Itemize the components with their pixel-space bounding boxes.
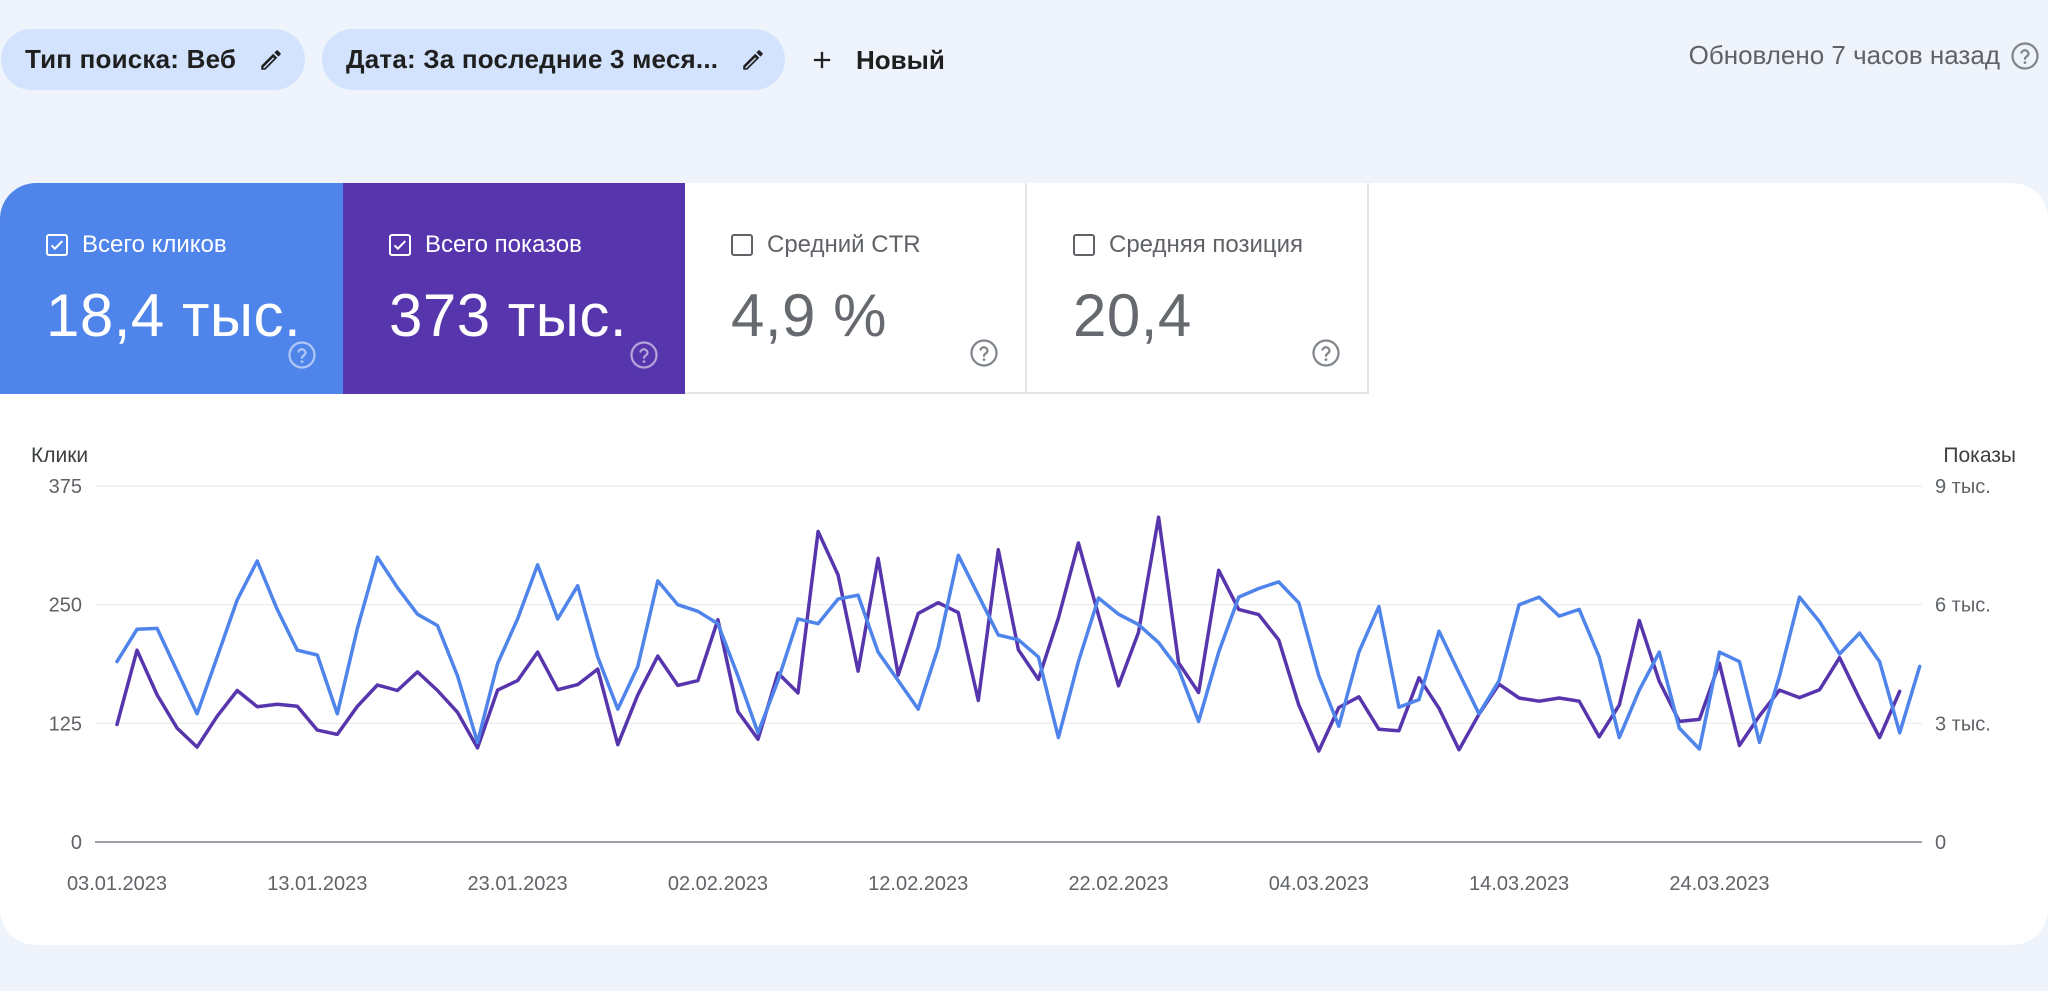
left-axis-tick-label: 250: [49, 595, 82, 617]
metric-label: Всего показов: [425, 231, 582, 258]
plus-icon: [808, 46, 836, 74]
impressions-series-line: [115, 515, 1902, 753]
search-type-filter-chip[interactable]: Тип поиска: Веб: [1, 29, 305, 90]
right-axis-tick-label: 3 тыс.: [1935, 713, 1991, 735]
help-icon[interactable]: [969, 338, 999, 368]
edit-pencil-icon: [740, 47, 766, 73]
checkbox-unchecked-icon[interactable]: [731, 234, 753, 256]
search-type-filter-label: Тип поиска: Веб: [25, 44, 237, 74]
x-axis-tick-label: 04.03.2023: [1269, 873, 1369, 895]
x-axis-tick-label: 23.01.2023: [468, 873, 568, 895]
checkbox-unchecked-icon[interactable]: [1073, 234, 1095, 256]
x-axis-tick-label: 02.02.2023: [668, 873, 768, 895]
x-axis-tick-label: 13.01.2023: [267, 873, 367, 895]
metric-average-position[interactable]: Средняя позиция 20,4: [1027, 183, 1369, 394]
metric-value: 4,9 %: [731, 282, 887, 349]
date-range-filter-chip[interactable]: Дата: За последние 3 меся...: [322, 29, 785, 90]
clicks-series-line: [115, 553, 1922, 751]
help-icon[interactable]: [2010, 41, 2040, 71]
left-axis-title: Клики: [31, 444, 88, 467]
right-axis-tick-label: 6 тыс.: [1935, 595, 1991, 617]
new-filter-button[interactable]: Новый: [808, 36, 945, 84]
x-axis-tick-label: 03.01.2023: [67, 873, 167, 895]
checkbox-checked-icon[interactable]: [46, 234, 68, 256]
left-axis-tick-label: 0: [71, 832, 82, 854]
help-icon[interactable]: [1311, 338, 1341, 368]
x-axis-tick-label: 12.02.2023: [868, 873, 968, 895]
x-axis-tick-label: 22.02.2023: [1068, 873, 1168, 895]
metric-label: Средняя позиция: [1109, 231, 1304, 258]
checkbox-checked-icon[interactable]: [389, 234, 411, 256]
metric-value: 18,4 тыс.: [46, 282, 302, 349]
new-filter-label: Новый: [856, 44, 945, 75]
metric-total-impressions[interactable]: Всего показов 373 тыс.: [343, 183, 685, 394]
metric-total-clicks[interactable]: Всего кликов 18,4 тыс.: [0, 183, 343, 394]
metric-label: Всего кликов: [82, 231, 227, 258]
right-axis-tick-label: 9 тыс.: [1935, 476, 1991, 498]
x-axis-tick-label: 14.03.2023: [1469, 873, 1569, 895]
metric-average-ctr[interactable]: Средний CTR 4,9 %: [685, 183, 1027, 394]
help-icon[interactable]: [287, 340, 317, 370]
last-updated-text: Обновлено 7 часов назад: [1688, 40, 2000, 70]
help-icon[interactable]: [629, 340, 659, 370]
last-updated-status: Обновлено 7 часов назад: [1689, 40, 2040, 71]
metric-label: Средний CTR: [767, 231, 921, 258]
left-axis-tick-label: 125: [49, 713, 82, 735]
right-axis-title: Показы: [1943, 444, 2016, 467]
date-range-filter-label: Дата: За последние 3 меся...: [346, 44, 719, 74]
edit-pencil-icon: [258, 47, 284, 73]
x-axis-tick-label: 24.03.2023: [1669, 873, 1769, 895]
right-axis-tick-label: 0: [1935, 832, 1946, 854]
left-axis-tick-label: 375: [49, 476, 82, 498]
metric-value: 373 тыс.: [389, 282, 628, 349]
metric-value: 20,4: [1073, 282, 1192, 349]
